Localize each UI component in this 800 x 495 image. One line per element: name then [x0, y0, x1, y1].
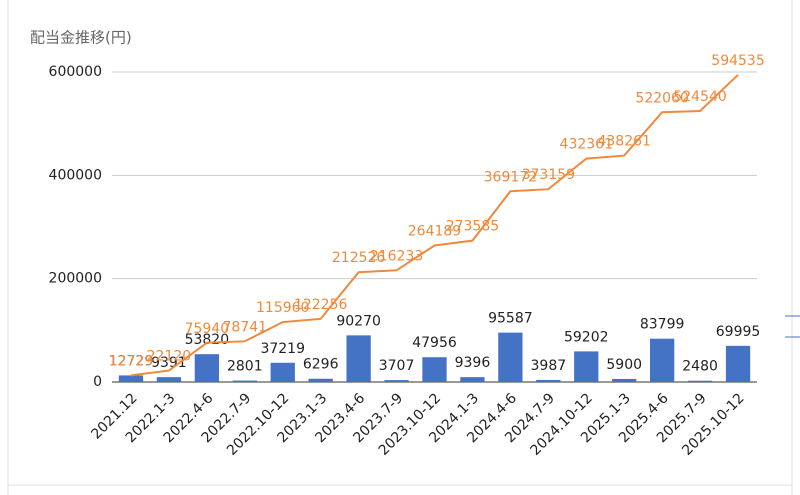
y-tick-label: 0 [93, 374, 102, 390]
line-value-label: 369172 [484, 169, 537, 185]
bar-value-label: 5900 [606, 357, 642, 373]
bar [346, 335, 371, 382]
bar [612, 378, 637, 382]
line-value-label: 373159 [522, 167, 575, 183]
line-value-label: 22120 [147, 349, 192, 365]
bar [422, 357, 447, 382]
line-value-label: 432361 [560, 137, 613, 153]
bar-value-label: 2480 [682, 359, 718, 375]
line-value-label: 216233 [370, 248, 423, 264]
bar-value-label: 69995 [716, 324, 761, 340]
bar-value-label: 3707 [379, 358, 415, 374]
bar [308, 378, 333, 382]
y-tick-label: 400000 [49, 167, 102, 183]
bar-value-label: 2801 [227, 359, 263, 375]
bar-value-label: 37219 [260, 341, 305, 357]
bar-value-label: 6296 [303, 357, 339, 373]
bar [384, 380, 409, 382]
bar [270, 362, 295, 382]
bar [725, 345, 751, 382]
line-value-label: 122256 [294, 297, 348, 313]
bar-value-label: 3987 [531, 358, 567, 374]
bar [118, 375, 144, 382]
bar [232, 380, 257, 382]
bar-value-label: 9396 [455, 355, 491, 371]
line-value-label: 524540 [673, 89, 726, 105]
y-tick-label: 600000 [49, 64, 102, 80]
line-value-label: 273585 [446, 219, 499, 235]
bar [650, 338, 675, 382]
bar-value-label: 12729 [109, 353, 154, 369]
line-value-label: 115960 [256, 300, 309, 316]
bar [574, 351, 599, 382]
line [130, 74, 739, 377]
bar [156, 377, 182, 382]
chart-title: 配当金推移(円) [30, 29, 132, 47]
line-value-label: 78741 [223, 319, 268, 335]
bar-value-label: 9391 [151, 355, 187, 371]
bar-value-label: 90270 [336, 313, 381, 329]
bar [498, 332, 523, 382]
line-value-label: 594535 [711, 53, 764, 69]
bar-value-label: 95587 [488, 311, 533, 327]
bar [194, 354, 219, 382]
bar [536, 379, 561, 382]
bar-value-label: 53820 [185, 332, 230, 348]
line-value-label: 12729 [109, 353, 154, 369]
line-value-label: 438261 [597, 134, 650, 150]
y-tick-label: 200000 [49, 271, 102, 287]
line-value-label: 522060 [635, 90, 688, 106]
line-value-label: 212526 [332, 250, 386, 266]
line-value-label: 75940 [185, 321, 230, 337]
bar-value-label: 83799 [640, 317, 685, 333]
bar-value-label: 47956 [412, 335, 457, 351]
bar [687, 380, 713, 382]
line-value-label: 264189 [408, 224, 461, 240]
bar [460, 377, 485, 382]
sheet-grid [7, 0, 793, 495]
bar-value-label: 59202 [564, 329, 609, 345]
